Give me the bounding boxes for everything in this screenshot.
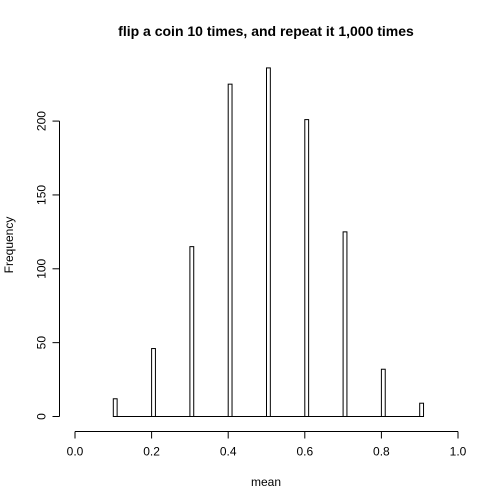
bars-group: [112, 67, 425, 418]
y-tick-label: 200: [35, 111, 49, 131]
histogram-bar: [227, 83, 233, 417]
histogram-bar: [112, 398, 118, 417]
x-tick-label: 0.0: [67, 445, 84, 459]
x-tick-label: 0.2: [143, 445, 160, 459]
histogram-bar: [380, 368, 386, 418]
y-tick-label: 150: [35, 185, 49, 205]
histogram-bar: [342, 231, 348, 417]
histogram-bar: [151, 348, 156, 417]
y-tick-label: 0: [35, 413, 49, 420]
y-tick-label: 50: [35, 336, 49, 350]
x-tick-label: 0.6: [296, 445, 313, 459]
x-tick-label: 0.8: [373, 445, 390, 459]
chart-title: flip a coin 10 times, and repeat it 1,00…: [118, 23, 414, 39]
y-axis-label: Frequency: [2, 217, 16, 274]
histogram-bar: [189, 246, 195, 417]
histogram-bar: [266, 67, 271, 418]
y-tick-label: 100: [35, 258, 49, 278]
histogram-bar: [304, 119, 310, 417]
x-tick-label: 0.4: [220, 445, 237, 459]
histogram-bar: [419, 402, 425, 417]
axes-group: 0.0 0.2 0.4 0.6 0.8 1.0 0 50 100 150 200: [35, 111, 467, 459]
x-axis-label: mean: [251, 475, 281, 489]
x-tick-label: 1.0: [450, 445, 467, 459]
